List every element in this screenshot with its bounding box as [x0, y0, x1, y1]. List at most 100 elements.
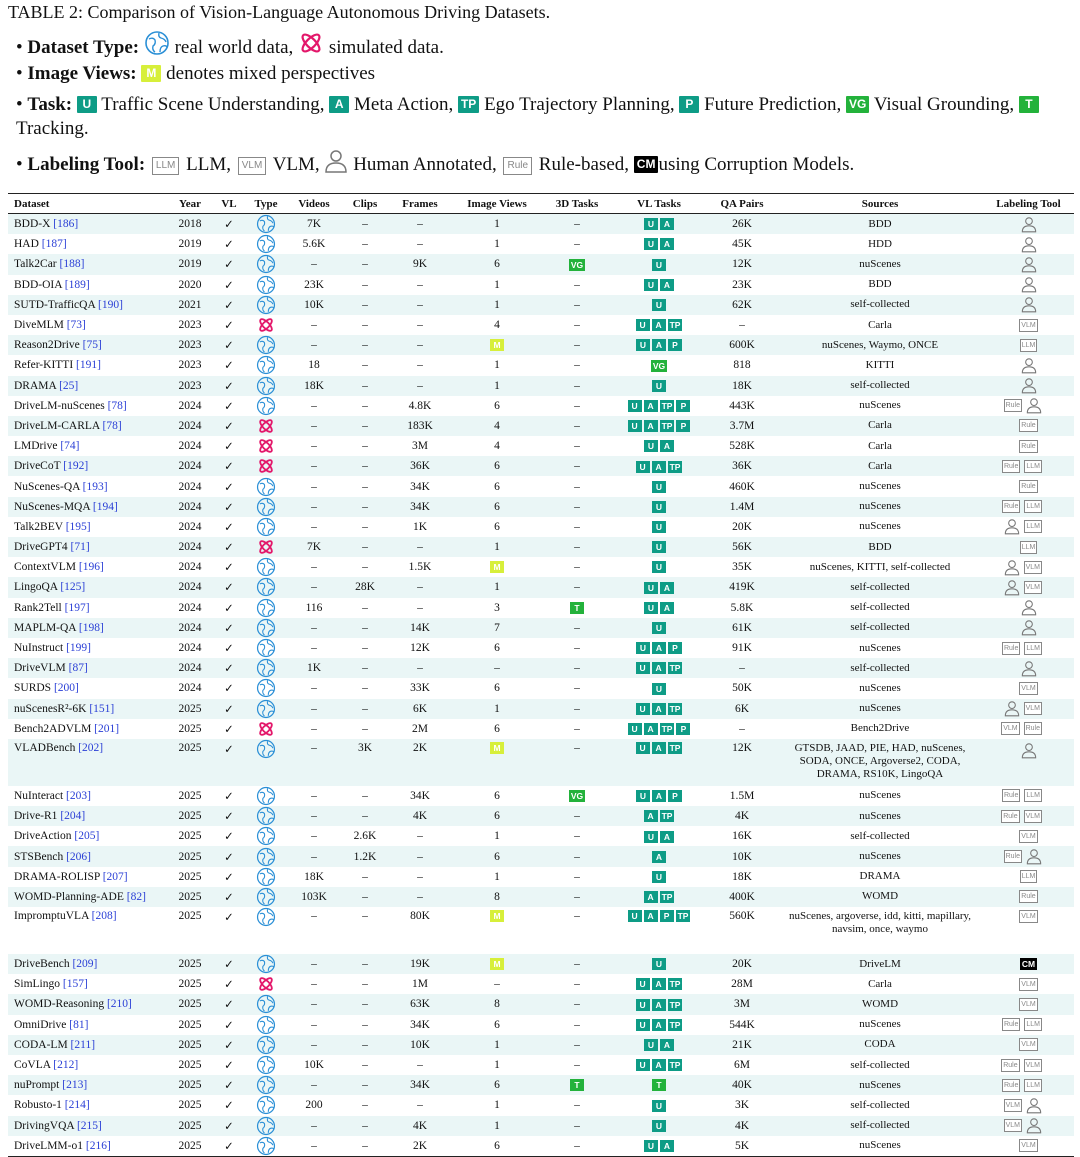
citation-link[interactable]: [216] — [85, 1139, 111, 1152]
citation-link[interactable]: [207] — [102, 870, 128, 883]
rule-tool-chip: Rule — [1001, 459, 1021, 473]
legend-labeling-tool: • Labeling Tool: LLM LLM, VLM VLM, Human… — [16, 149, 854, 176]
citation-link[interactable]: [200] — [53, 682, 79, 695]
task-chip-tp: TP — [667, 998, 683, 1011]
citation-link[interactable]: [191] — [76, 359, 101, 372]
labeling-tool-cell — [983, 275, 1074, 295]
qa-pairs-cell: 61K — [707, 617, 777, 638]
citation-link[interactable]: [196] — [78, 561, 104, 574]
citation-link[interactable]: [201] — [94, 722, 120, 735]
citation-link[interactable]: [202] — [78, 741, 104, 754]
image-views-cell: 6 — [494, 642, 500, 655]
citation-link[interactable]: [188] — [59, 258, 85, 271]
legend-label: Dataset Type: — [27, 37, 140, 58]
citation-link[interactable]: [82] — [126, 890, 146, 903]
table-row: DRAMA [25] 2023 ✓ 18K – –1– U 18K self-collected — [8, 375, 1074, 396]
clips-cell: – — [341, 954, 389, 975]
dataset-name-cell: OmniDrive [81] — [8, 1015, 167, 1035]
vlm-tool-chip: VLM — [1023, 580, 1042, 594]
citation-link[interactable]: [195] — [65, 520, 91, 533]
citation-link[interactable]: [78] — [107, 399, 127, 412]
citation-link[interactable]: [194] — [92, 500, 118, 513]
dataset-name-cell: HAD [187] — [8, 234, 167, 254]
dataset-name-cell: VLADBench [202] — [8, 738, 167, 786]
image-views-cell: M — [451, 738, 543, 786]
qa-pairs-cell: 528K — [729, 440, 755, 453]
year-cell: 2025 — [178, 830, 202, 843]
citation-link[interactable]: [187] — [41, 238, 67, 251]
citation-link[interactable]: [203] — [66, 789, 91, 802]
citation-link[interactable]: [157] — [62, 978, 88, 991]
citation-link[interactable]: [193] — [82, 480, 108, 493]
citation-link[interactable]: [75] — [82, 339, 102, 352]
citation-link[interactable]: [192] — [63, 460, 89, 473]
citation-link[interactable]: [198] — [78, 621, 104, 634]
3d-tasks-cell: – — [574, 682, 580, 695]
rule-tool-chip: Rule — [1001, 641, 1021, 655]
citation-link[interactable]: [214] — [64, 1099, 90, 1112]
3d-tasks-cell: – — [574, 1018, 580, 1031]
vl-cell: ✓ — [224, 279, 234, 292]
citation-link[interactable]: [213] — [62, 1079, 88, 1092]
citation-link[interactable]: [190] — [98, 298, 123, 311]
citation-link[interactable]: [25] — [59, 379, 79, 392]
citation-link[interactable]: [208] — [91, 910, 117, 922]
citation-link[interactable]: [186] — [53, 218, 79, 231]
citation-link[interactable]: [74] — [60, 440, 80, 453]
citation-link[interactable]: [212] — [53, 1059, 79, 1072]
table-row: CoVLA [212] 2025 ✓ 10K – – 1 – U A TP 6M self-collec… — [8, 1055, 1074, 1075]
citation-link[interactable]: [71] — [70, 541, 90, 554]
table-row: STSBench [206] 2025 ✓ –1.2K –6– A 10K nuScenes R… — [8, 846, 1074, 867]
citation-link[interactable]: [209] — [72, 958, 98, 971]
citation-link[interactable]: [199] — [66, 642, 91, 655]
sources-cell: KITTI — [865, 358, 895, 371]
labeling-tool-cell: LLM — [983, 335, 1074, 356]
image-views-cell: 6 — [451, 254, 543, 275]
image-views-cell: 1 — [494, 870, 500, 883]
citation-link[interactable]: [197] — [64, 601, 90, 614]
3d-task-chip-t: T — [570, 601, 584, 614]
labeling-tool-cell: VLM — [983, 557, 1074, 577]
image-views-cell: 4 — [494, 319, 500, 332]
task-chip-u: U — [636, 642, 650, 655]
citation-link[interactable]: [215] — [76, 1119, 102, 1132]
clips-cell: – — [341, 496, 389, 517]
3d-tasks-cell: – — [574, 440, 580, 453]
citation-link[interactable]: [204] — [60, 810, 86, 823]
dataset-name: VLADBench — [14, 741, 76, 754]
type-cell — [245, 598, 287, 618]
citation-link[interactable]: [206] — [66, 850, 91, 863]
task-chip: VG — [846, 96, 870, 113]
dataset-name-cell: Rank2Tell [197] — [8, 598, 167, 618]
task-chip-u: U — [635, 319, 650, 332]
year-cell: 2025 — [178, 870, 202, 883]
citation-link[interactable]: [210] — [106, 998, 132, 1011]
videos-cell: 10K — [287, 294, 341, 315]
clips-cell: – — [341, 1115, 389, 1136]
citation-link[interactable]: [205] — [74, 830, 100, 843]
table-row: MAPLM-QA [198] 2024 ✓ – –14K 7– U 61K self-colle… — [8, 617, 1074, 638]
dataset-name: SURDS — [14, 682, 52, 695]
image-views-cell: 6 — [494, 789, 500, 802]
videos-cell: 5.6K — [302, 238, 326, 251]
frames-cell: 9K — [389, 254, 451, 275]
citation-link[interactable]: [211] — [70, 1038, 96, 1051]
citation-link[interactable]: [151] — [89, 702, 115, 715]
vl-tasks-cell: U — [611, 496, 707, 517]
citation-link[interactable]: [189] — [64, 278, 90, 291]
videos-cell: 18 — [308, 359, 320, 372]
frames-cell: – — [389, 577, 451, 598]
citation-link[interactable]: [73] — [66, 319, 86, 332]
citation-link[interactable]: [87] — [68, 662, 88, 675]
dataset-name-cell: DriveCoT [192] — [8, 456, 167, 477]
dataset-name: DriveLM-nuScenes — [14, 399, 105, 412]
videos-cell: – — [287, 1034, 341, 1055]
citation-link[interactable]: [78] — [102, 419, 122, 432]
qa-pairs-cell: 3K — [734, 1099, 750, 1112]
vl-tasks-cell: T — [611, 1075, 707, 1096]
citation-link[interactable]: [81] — [69, 1018, 89, 1031]
sources-cell: nuScenes — [859, 480, 901, 493]
citation-link[interactable]: [125] — [60, 581, 86, 594]
dataset-name-cell: NuScenes-MQA [194] — [8, 496, 167, 517]
vl-tasks-cell: U A TP — [611, 974, 707, 994]
